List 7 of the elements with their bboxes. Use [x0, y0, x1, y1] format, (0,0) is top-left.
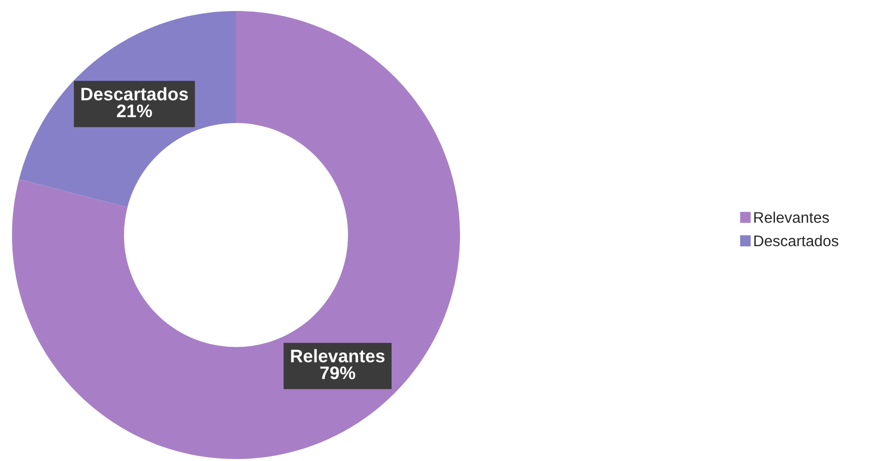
- slice-label: Relevantes: [291, 349, 385, 362]
- slice-label: Descartados: [81, 87, 188, 100]
- donut-slice: [12, 11, 460, 459]
- data-label: 79%: [320, 366, 356, 380]
- legend-label: Descartados: [754, 235, 838, 246]
- legend-label: Relevantes: [754, 212, 829, 223]
- data-label: 21%: [116, 104, 152, 118]
